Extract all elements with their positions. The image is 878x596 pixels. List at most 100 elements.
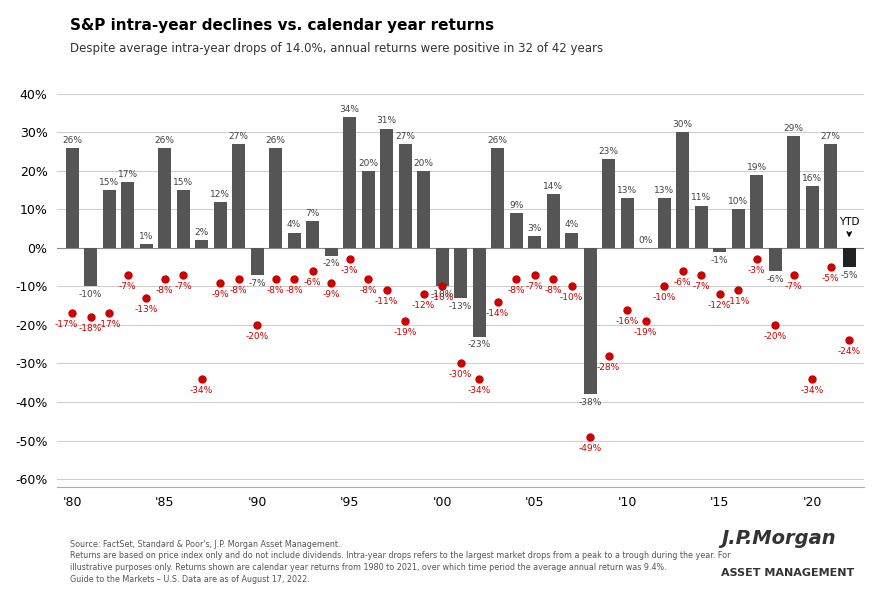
Bar <box>601 159 615 248</box>
Text: -8%: -8% <box>155 285 173 294</box>
Bar <box>306 221 319 248</box>
Text: 4%: 4% <box>286 221 301 229</box>
Text: 31%: 31% <box>376 116 396 125</box>
Bar <box>213 201 227 248</box>
Text: YTD: YTD <box>838 217 859 236</box>
Bar <box>121 182 133 248</box>
Text: -14%: -14% <box>486 309 508 318</box>
Bar <box>546 194 559 248</box>
Text: -9%: -9% <box>322 290 340 299</box>
Text: J.P.Morgan: J.P.Morgan <box>720 529 834 548</box>
Text: 19%: 19% <box>745 163 766 172</box>
Text: 2%: 2% <box>194 228 208 237</box>
Text: 26%: 26% <box>62 136 82 145</box>
Text: -24%: -24% <box>837 347 860 356</box>
Text: -20%: -20% <box>245 332 269 341</box>
Bar <box>140 244 153 248</box>
Text: -7%: -7% <box>784 282 802 291</box>
Bar <box>324 248 337 256</box>
Bar <box>103 190 115 248</box>
Text: -8%: -8% <box>359 285 377 294</box>
Text: 14%: 14% <box>543 182 563 191</box>
Bar <box>342 117 356 248</box>
Text: -5%: -5% <box>839 271 857 280</box>
Text: 1%: 1% <box>139 232 153 241</box>
Bar <box>528 237 541 248</box>
Text: -13%: -13% <box>134 305 157 314</box>
Text: -30%: -30% <box>449 371 471 380</box>
Text: -34%: -34% <box>190 386 213 395</box>
Bar <box>287 232 300 248</box>
Text: -6%: -6% <box>304 278 321 287</box>
Text: 34%: 34% <box>339 105 359 114</box>
Bar <box>787 136 799 248</box>
Text: -17%: -17% <box>97 321 120 330</box>
Text: 13%: 13% <box>653 186 673 195</box>
Text: -7%: -7% <box>119 282 136 291</box>
Text: 9%: 9% <box>508 201 522 210</box>
Text: -6%: -6% <box>673 278 691 287</box>
Bar <box>176 190 190 248</box>
Bar <box>583 248 596 395</box>
Text: 26%: 26% <box>265 136 285 145</box>
Bar <box>657 198 670 248</box>
Bar <box>509 213 522 248</box>
Bar <box>454 248 466 298</box>
Text: -12%: -12% <box>708 301 730 310</box>
Text: -7%: -7% <box>692 282 709 291</box>
Text: -10%: -10% <box>559 293 583 302</box>
Bar <box>472 248 485 337</box>
Text: -18%: -18% <box>79 324 102 333</box>
Text: ASSET MANAGEMENT: ASSET MANAGEMENT <box>720 568 853 578</box>
Text: -19%: -19% <box>393 328 416 337</box>
Text: -10%: -10% <box>430 293 453 302</box>
Text: 4%: 4% <box>564 221 578 229</box>
Bar <box>269 148 282 248</box>
Text: -16%: -16% <box>615 316 638 325</box>
Text: 30%: 30% <box>672 120 692 129</box>
Text: 3%: 3% <box>527 224 541 233</box>
Text: 7%: 7% <box>305 209 320 218</box>
Text: Source: FactSet, Standard & Poor's, J.P. Morgan Asset Management.
Returns are ba: Source: FactSet, Standard & Poor's, J.P.… <box>70 540 730 584</box>
Text: -11%: -11% <box>375 297 398 306</box>
Text: -13%: -13% <box>449 302 471 311</box>
Bar <box>84 248 97 287</box>
Text: 27%: 27% <box>228 132 248 141</box>
Text: 16%: 16% <box>802 174 821 183</box>
Text: -17%: -17% <box>54 321 78 330</box>
Text: -3%: -3% <box>747 266 765 275</box>
Text: -8%: -8% <box>507 285 524 294</box>
Text: -8%: -8% <box>266 285 284 294</box>
Text: -8%: -8% <box>285 285 303 294</box>
Text: -8%: -8% <box>543 285 561 294</box>
Text: Despite average intra-year drops of 14.0%, annual returns were positive in 32 of: Despite average intra-year drops of 14.0… <box>70 42 603 55</box>
Text: -19%: -19% <box>633 328 657 337</box>
Text: -49%: -49% <box>578 443 601 452</box>
Text: -3%: -3% <box>341 266 358 275</box>
Text: -34%: -34% <box>467 386 490 395</box>
Text: -12%: -12% <box>412 301 435 310</box>
Text: 23%: 23% <box>598 147 618 156</box>
Bar <box>842 248 854 267</box>
Text: 12%: 12% <box>210 190 230 198</box>
Text: -20%: -20% <box>763 332 786 341</box>
Text: 11%: 11% <box>690 194 710 203</box>
Bar <box>565 232 578 248</box>
Text: 27%: 27% <box>820 132 839 141</box>
Bar <box>749 175 762 248</box>
Text: -34%: -34% <box>800 386 823 395</box>
Bar <box>417 171 429 248</box>
Bar <box>694 206 707 248</box>
Text: -6%: -6% <box>766 275 783 284</box>
Bar <box>675 132 688 248</box>
Text: -10%: -10% <box>651 293 675 302</box>
Bar <box>361 171 374 248</box>
Bar <box>620 198 633 248</box>
Text: -28%: -28% <box>596 363 620 372</box>
Bar <box>805 187 817 248</box>
Text: -9%: -9% <box>211 290 228 299</box>
Text: -7%: -7% <box>174 282 191 291</box>
Bar <box>379 129 392 248</box>
Bar <box>824 144 836 248</box>
Text: -10%: -10% <box>430 290 453 299</box>
